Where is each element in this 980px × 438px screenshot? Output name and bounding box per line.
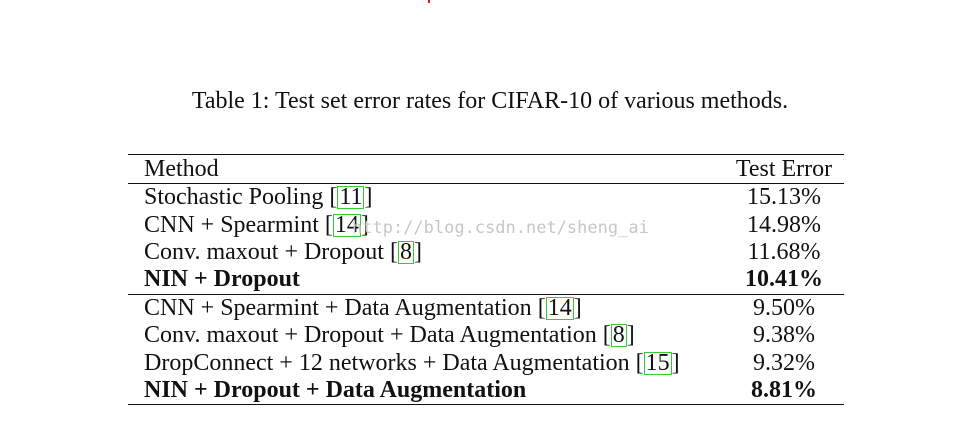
error-cell: 9.32% [753, 349, 815, 376]
method-cell: DropConnect + 12 networks + Data Augment… [144, 349, 680, 376]
table-row: DropConnect + 12 networks + Data Augment… [128, 349, 844, 376]
table-group-without-augmentation: Stochastic Pooling [11] 15.13% CNN + Spear… [128, 184, 844, 295]
method-cell: Conv. maxout + Dropout + Data Augmentati… [144, 322, 635, 349]
table-row: Stochastic Pooling [11] 15.13% [128, 184, 844, 212]
results-table: Method Test Error Stochastic Pooling [11… [128, 154, 844, 405]
method-cell: CNN + Spearmint [14] [144, 211, 369, 238]
table-row: NIN + Dropout 10.41% [128, 266, 844, 295]
method-name: Conv. maxout + Dropout [144, 238, 384, 265]
method-cell: Stochastic Pooling [11] [144, 184, 373, 211]
table-caption: Table 1: Test set error rates for CIFAR-… [191, 88, 789, 114]
method-name: DropConnect + 12 networks + Data Augment… [144, 349, 630, 376]
method-cell: CNN + Spearmint + Data Augmentation [14] [144, 294, 582, 321]
error-cell: 9.38% [753, 322, 815, 349]
red-tick-mark [428, 0, 430, 3]
table-row: CNN + Spearmint + Data Augmentation [14]… [128, 294, 844, 322]
header-test-error: Test Error [735, 155, 833, 182]
citation-link[interactable]: 8 [610, 322, 627, 349]
table-row: CNN + Spearmint [14] 14.98% [128, 211, 844, 238]
error-cell: 15.13% [747, 184, 821, 211]
citation-link[interactable]: 11 [337, 184, 365, 211]
header-method: Method [144, 155, 219, 182]
citation-link[interactable]: 8 [397, 238, 414, 265]
method-cell: Conv. maxout + Dropout [8] [144, 238, 422, 265]
table-group-with-augmentation: CNN + Spearmint + Data Augmentation [14]… [128, 294, 844, 405]
method-name: CNN + Spearmint + Data Augmentation [144, 294, 532, 321]
method-name: Conv. maxout + Dropout + Data Augmentati… [144, 322, 597, 349]
method-name: NIN + Dropout [144, 266, 300, 293]
method-name: Stochastic Pooling [144, 184, 324, 211]
table-header-row: Method Test Error [128, 154, 844, 184]
error-cell: 14.98% [747, 211, 821, 238]
table-row: Conv. maxout + Dropout + Data Augmentati… [128, 322, 844, 349]
table-row: NIN + Dropout + Data Augmentation 8.81% [128, 377, 844, 405]
citation-link[interactable]: 14 [545, 294, 574, 321]
error-cell: 11.68% [747, 238, 821, 265]
method-cell: NIN + Dropout [128, 266, 724, 294]
error-cell: 8.81% [751, 376, 817, 403]
citation-link[interactable]: 15 [643, 349, 672, 376]
table-row: Conv. maxout + Dropout [8] 11.68% [128, 239, 844, 266]
citation-link[interactable]: 14 [332, 211, 361, 238]
method-name: NIN + Dropout + Data Augmentation [144, 376, 527, 403]
error-cell: 9.50% [753, 294, 815, 321]
error-cell: 10.41% [745, 266, 823, 293]
method-cell: NIN + Dropout + Data Augmentation [128, 377, 724, 405]
method-name: CNN + Spearmint [144, 211, 319, 238]
